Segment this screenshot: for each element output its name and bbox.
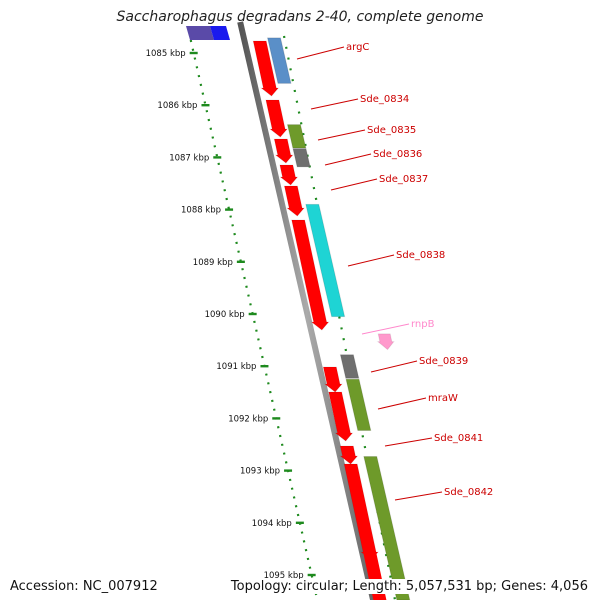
strand-block [283,185,306,217]
backbone-line [237,21,377,600]
tick-label: 1091 kbp [216,362,256,372]
feature-track [186,26,411,600]
tick-label: 1095 kbp [264,571,304,581]
gene-mraW [345,378,372,431]
callout-line [377,397,427,410]
gene-Sde_0842 [363,456,411,600]
gene-label: mraW [428,393,458,404]
gene-label: Sde_0842 [444,487,493,498]
gene-label: Sde_0838 [396,250,445,261]
callout-line [310,98,359,110]
gene-label: Sde_0839 [419,356,468,367]
tick-track: 1085 kbp 1086 kbp 1087 kbp 1088 kbp 1089 kbp… [146,35,397,600]
genome-backbone [237,21,377,600]
tick-label: 1085 kbp [146,49,186,59]
accession-label: Accession: NC_007912 [8,579,160,594]
tick-label: 1094 kbp [252,519,292,529]
gene-partial-top [210,26,230,40]
strand-block [252,40,280,97]
tick-label: 1088 kbp [181,206,221,216]
callout-line [324,153,372,166]
strand-block [322,366,344,393]
callout-line [361,323,410,335]
tick-label: 1089 kbp [193,258,233,268]
gene-label: Sde_0836 [373,149,422,160]
gene-label: Sde_0841 [434,433,483,444]
gene-Sde_0838 [305,203,346,318]
strand-block [291,219,330,331]
gene-label: Sde_0834 [360,94,409,105]
callout-line [296,46,345,60]
strand-block [338,445,359,465]
gene-partial-top [186,26,214,40]
feature-dotted-track [282,35,397,600]
gene-Sde_0839 [339,354,360,379]
strand-block [328,391,354,442]
strand-block [265,99,289,138]
gene-Sde_0836 [292,148,311,168]
strand-block [279,164,299,186]
callout-line [347,254,395,267]
tick-label: 1092 kbp [228,414,268,424]
rnpB-feature [376,333,395,351]
feature-labels: argC Sde_0834 Sde_0835 Sde_0836 Sde_0837 Sde_… [296,42,493,501]
callout-line [317,129,366,141]
callout-line [394,491,443,501]
tick-label: 1087 kbp [169,153,209,163]
gene-label: Sde_0835 [367,125,416,136]
gene-label: argC [346,42,369,53]
callout-line [370,360,418,373]
strand-block [273,138,294,164]
genome-summary: Topology: circular; Length: 5,057,531 bp… [228,579,590,594]
tick-label: 1093 kbp [240,467,280,477]
gene-Sde_0835 [286,124,307,149]
gene-label: Sde_0837 [379,174,428,185]
callout-line [330,178,378,191]
genome-title: Saccharophagus degradans 2-40, complete … [116,9,484,25]
tick-label: 1090 kbp [205,310,245,320]
tick-track-line [189,39,319,600]
callout-line [384,437,433,447]
gene-argC [266,37,292,84]
gene-label: rnpB [411,319,435,330]
tick-label: 1086 kbp [157,101,197,111]
